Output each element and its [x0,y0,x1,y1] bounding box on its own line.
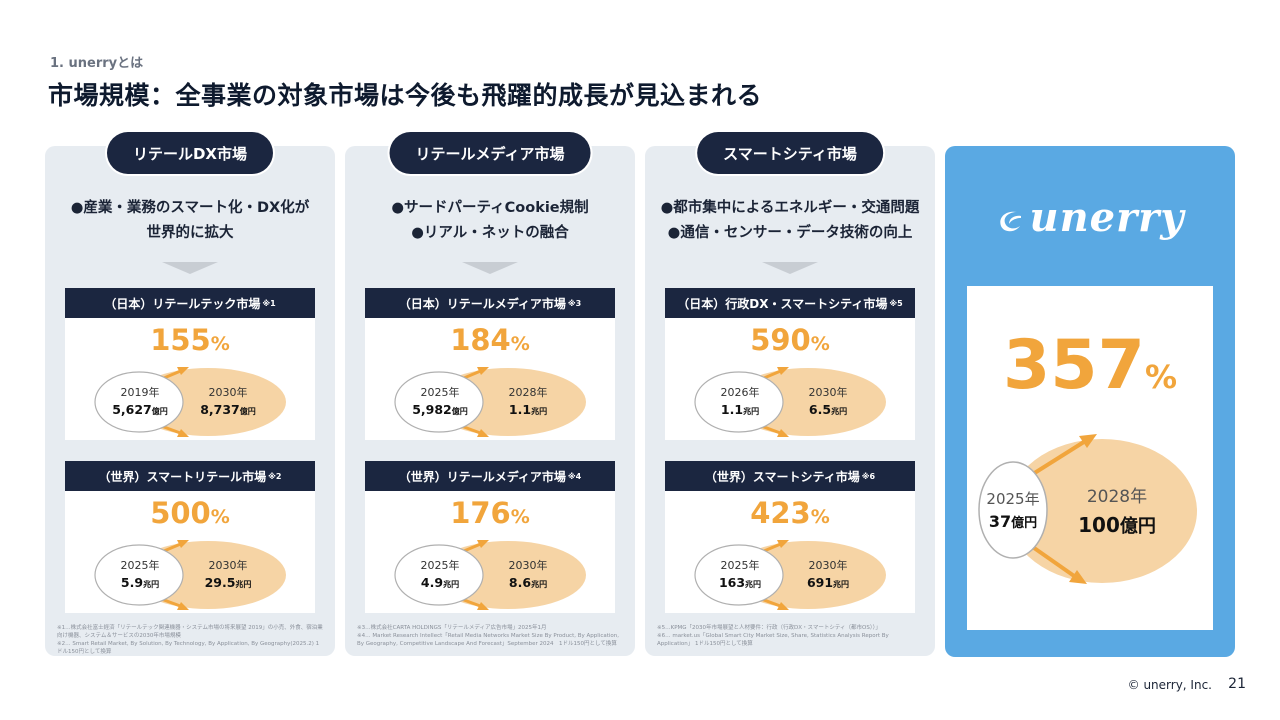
to-year: 2030年 [808,386,848,399]
card-heading: （世界）スマートシティ市場 ※6 [665,461,915,491]
market-size-card: （日本）リテールメディア市場 ※3 184% 2025年 5,982億円 2028… [365,288,615,440]
driver-line: ●都市集中によるエネルギー・交通問題 [660,200,920,216]
down-arrow-icon [762,262,818,274]
to-year: 2028年 [508,386,548,399]
to-year: 2030年 [808,559,848,572]
column-header: リテールDX市場 [106,132,274,174]
to-value: 8,737億円 [200,402,256,417]
unerry-growth-card: 357% 2025年 37億円 2028年 100億円 [967,286,1213,630]
growth-diagram [94,540,286,610]
footnotes: ※5…KPMG「2030年市場展望と人材要件：行政（行政DX・スマートシティ（都… [657,624,923,648]
from-year: 2025年 [420,386,460,399]
to-value: 691兆円 [806,575,850,590]
growth-rate: 590% [750,323,830,357]
to-value: 29.5兆円 [204,575,252,590]
current-market-circle [394,544,484,606]
to-year: 2030年 [508,559,548,572]
growth-diagram [394,540,586,610]
unerry-from-year: 2025年 [986,490,1040,508]
driver-line: ●サードパーティCookie規制 [391,200,589,216]
driver-line: ●産業・業務のスマート化・DX化が [70,200,310,216]
section-label: 1. unerryとは [50,56,144,71]
to-value: 1.1兆円 [508,402,548,417]
market-drivers: ●サードパーティCookie規制 ●リアル・ネットの融合 [345,196,635,246]
growth-rate: 423% [750,496,830,530]
market-column-retail-dx: リテールDX市場 ●産業・業務のスマート化・DX化が 世界的に拡大 （日本）リテ… [45,132,335,656]
growth-rate: 176% [450,496,530,530]
unerry-logo: unerry [945,194,1235,241]
footnotes: ※1…株式会社富士経済「リテールテック関連機器・システム市場の将来展望 2019… [57,624,323,656]
column-header: スマートシティ市場 [697,132,883,174]
from-value: 1.1兆円 [720,402,760,417]
from-year: 2026年 [720,386,760,399]
footnote: ※1…株式会社富士経済「リテールテック関連機器・システム市場の将来展望 2019… [57,625,323,639]
unerry-to-value: 100億円 [1078,513,1156,537]
page-number: 21 [1228,676,1246,692]
footnote: ※3…株式会社CARTA HOLDINGS「リテールメディア広告市場」2025年… [357,625,547,631]
current-market-circle [694,371,784,433]
market-column-retail-media: リテールメディア市場 ●サードパーティCookie規制 ●リアル・ネットの融合 … [345,132,635,656]
column-header: リテールメディア市場 [389,132,591,174]
card-heading: （世界）リテールメディア市場 ※4 [365,461,615,491]
to-year: 2030年 [208,386,248,399]
to-year: 2030年 [208,559,248,572]
growth-diagram [394,367,586,437]
growth-rate: 500% [150,496,230,530]
future-market-ellipse [1007,439,1197,583]
footnote: ※6… market.us「Global Smart City Market S… [657,633,889,647]
from-value: 163兆円 [718,575,762,590]
from-year: 2025年 [420,559,460,572]
current-market-circle [94,371,184,433]
driver-line: ●リアル・ネットの融合 [411,225,569,241]
from-year: 2025年 [720,559,760,572]
current-market-circle [394,371,484,433]
footnote: ※2… Smart Retail Market, By Solution, By… [57,641,320,655]
down-arrow-icon [462,262,518,274]
market-drivers: ●都市集中によるエネルギー・交通問題 ●通信・センサー・データ技術の向上 [645,196,935,246]
page-title: 市場規模：全事業の対象市場は今後も飛躍的成長が見込まれる [48,81,763,110]
card-heading: （日本）リテールメディア市場 ※3 [365,288,615,318]
growth-diagram [694,367,886,437]
market-column-smart-city: スマートシティ市場 ●都市集中によるエネルギー・交通問題 ●通信・センサー・デー… [645,132,935,656]
driver-line: ●通信・センサー・データ技術の向上 [667,225,913,241]
to-value: 6.5兆円 [808,402,848,417]
growth-diagram [694,540,886,610]
market-size-card: （世界）スマートシティ市場 ※6 423% 2025年 163兆円 2030年 6… [665,461,915,613]
unerry-to-year: 2028年 [1086,487,1148,507]
market-size-card: （世界）リテールメディア市場 ※4 176% 2025年 4.9兆円 2030年 … [365,461,615,613]
market-size-card: （日本）行政DX・スマートシティ市場 ※5 590% 2026年 1.1兆円 20… [665,288,915,440]
driver-line: 世界的に拡大 [146,225,234,241]
copyright: © unerry, Inc. [1127,678,1212,692]
footnotes: ※3…株式会社CARTA HOLDINGS「リテールメディア広告市場」2025年… [357,624,623,648]
current-market-circle [978,461,1048,559]
from-value: 5,627億円 [112,402,168,417]
unerry-panel: unerry 357% 2025年 37億円 2028年 100億円 [945,146,1235,657]
footnote: ※4… Market Research Intellect「Retail Med… [357,633,619,647]
growth-diagram [94,367,286,437]
to-value: 8.6兆円 [508,575,548,590]
current-market-circle [94,544,184,606]
growth-rate: 184% [450,323,530,357]
card-heading: （日本）行政DX・スマートシティ市場 ※5 [665,288,915,318]
card-heading: （日本）リテールテック市場 ※1 [65,288,315,318]
unerry-growth-value: 357% [1002,326,1177,405]
down-arrow-icon [162,262,218,274]
card-heading: （世界）スマートリテール市場 ※2 [65,461,315,491]
from-year: 2025年 [120,559,160,572]
swirl-logo-icon [1000,211,1022,232]
market-size-card: （世界）スマートリテール市場 ※2 500% 2025年 5.9兆円 2030年 … [65,461,315,613]
unerry-from-value: 37億円 [988,512,1038,531]
from-year: 2019年 [120,386,160,399]
from-value: 5,982億円 [412,402,468,417]
unerry-growth-diagram [978,434,1197,584]
current-market-circle [694,544,784,606]
market-size-card: （日本）リテールテック市場 ※1 155% 2019年 5,627億円 2030年… [65,288,315,440]
footnote: ※5…KPMG「2030年市場展望と人材要件：行政（行政DX・スマートシティ（都… [657,625,881,631]
growth-rate: 155% [150,323,230,357]
from-value: 4.9兆円 [420,575,460,590]
market-drivers: ●産業・業務のスマート化・DX化が 世界的に拡大 [45,196,335,246]
from-value: 5.9兆円 [120,575,160,590]
